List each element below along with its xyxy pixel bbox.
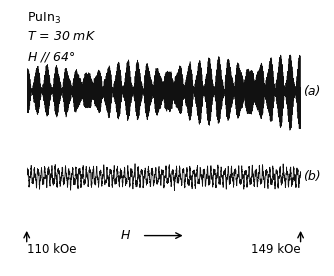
- Text: 149 kOe: 149 kOe: [251, 243, 301, 256]
- Text: $H$ // 64°: $H$ // 64°: [27, 50, 75, 64]
- Text: PuIn$_3$: PuIn$_3$: [27, 11, 61, 26]
- Text: (b): (b): [303, 170, 321, 183]
- Text: (a): (a): [303, 84, 321, 98]
- Text: 110 kOe: 110 kOe: [27, 243, 76, 256]
- Text: $T$ = 30 mK: $T$ = 30 mK: [27, 30, 96, 43]
- Text: $H$: $H$: [120, 229, 131, 242]
